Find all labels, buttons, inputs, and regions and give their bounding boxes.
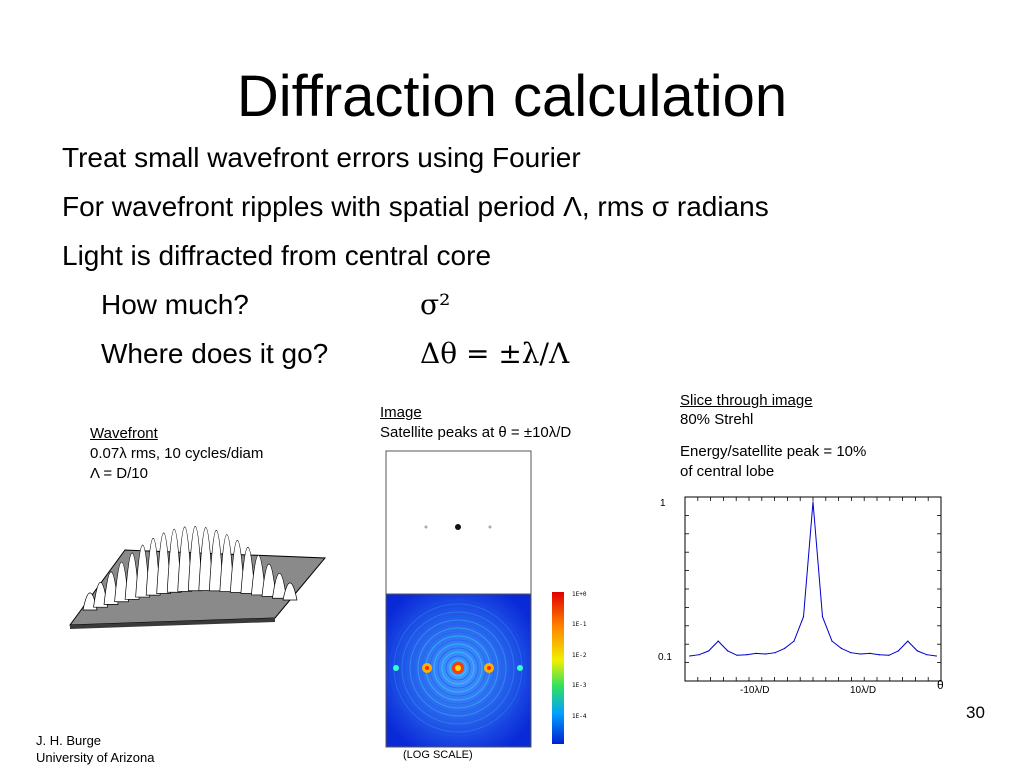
colorbar-tick: 1E-3 [572, 682, 587, 689]
slice-data-point [736, 654, 738, 656]
slice-data-point [850, 652, 852, 654]
slice-data-point [840, 647, 842, 649]
slice-chart: 1 0.1 -10λ/D 10λ/D θ [658, 496, 944, 696]
slice-data-point [698, 654, 700, 656]
colorbar-tick: 1E-1 [572, 621, 587, 628]
image-heading: Image [380, 404, 422, 421]
slice-data-point [746, 654, 748, 656]
slice-data-point [926, 654, 928, 656]
slice-data-point [935, 655, 937, 657]
slice-heading: Slice through image [680, 392, 813, 409]
slice-data-point [812, 501, 814, 503]
slice-strehl: 80% Strehl [680, 411, 754, 428]
diffraction-ring [417, 627, 499, 709]
slice-data-point [717, 640, 719, 642]
slice-data-point [708, 650, 710, 652]
diffraction-ring [409, 619, 507, 717]
diffraction-ring [433, 643, 483, 693]
slice-energy: Energy/satellite peak = 10% [680, 443, 867, 460]
diffraction-ring [441, 651, 475, 685]
footer-affiliation: University of Arizona [36, 750, 155, 765]
colorbar-tick: 1E+0 [572, 591, 587, 598]
subbullet-how-much: How much? [101, 289, 249, 320]
bullet-3: Light is diffracted from central core [62, 240, 492, 271]
log-scale-note: (LOG SCALE) [403, 749, 473, 761]
slice-data-point [765, 653, 767, 655]
footer-author: J. H. Burge [36, 733, 102, 748]
y-tick-label-top: 1 [660, 498, 666, 509]
slice-data-point [897, 650, 899, 652]
diffraction-ring [445, 655, 471, 681]
slice-data-point [869, 652, 871, 654]
slice-data-point [859, 653, 861, 655]
wavefront-ripple [103, 571, 119, 605]
satellite-peak-left [424, 525, 428, 529]
page-number: 30 [966, 703, 985, 722]
slide-title: Diffraction calculation [236, 64, 788, 129]
slice-data-point [907, 640, 909, 642]
slice-data-point [888, 654, 890, 656]
slice-data-point [802, 616, 805, 618]
subbullet-how-much-value: σ² [420, 288, 451, 321]
x-tick-label-right: 10λ/D [850, 685, 876, 696]
wavefront-rms: 0.07λ rms, 10 cycles/diam [90, 445, 264, 462]
colorbar-tick: 1E-2 [572, 652, 587, 659]
wavefront-ripple [282, 582, 298, 601]
plot-frame [684, 496, 942, 682]
wavefront-surface-plot [68, 525, 327, 629]
slice-data-point [784, 647, 786, 649]
colorbar-tick: 1E-4 [572, 713, 587, 720]
wavefront-ripple [93, 582, 108, 608]
psf-image: 1E+0 1E-1 1E-2 1E-3 1E-4 [385, 450, 587, 748]
footer: J. H. Burge University of Arizona [36, 732, 155, 766]
diffraction-ring [437, 647, 479, 689]
bullet-2: For wavefront ripples with spatial perio… [62, 191, 769, 222]
subbullet-where-value: Δθ = ±λ/Λ [420, 337, 570, 370]
bullet-1: Treat small wavefront errors using Fouri… [62, 142, 581, 173]
x-tick-label-left: -10λ/D [740, 685, 769, 696]
diffraction-ring [401, 611, 515, 725]
slice-data-point [878, 654, 880, 656]
slice-data-point [774, 652, 776, 654]
diffraction-ring [413, 623, 503, 713]
diffraction-ring [449, 659, 467, 677]
slice-data-point [793, 640, 795, 642]
slice-data-point [689, 655, 691, 657]
x-axis-label: θ [937, 678, 944, 692]
slice-data-point [916, 650, 918, 652]
slice-data-point [755, 652, 757, 654]
wavefront-ripples [82, 525, 298, 611]
colorbar [552, 592, 564, 744]
diffraction-ring [405, 615, 511, 721]
slice-data-point [727, 650, 729, 652]
image-satellite-note: Satellite peaks at θ = ±10λ/D [380, 424, 572, 441]
y-tick-label-bottom: 0.1 [658, 652, 672, 663]
subbullet-where: Where does it go? [101, 338, 329, 369]
slice-data-point [821, 616, 824, 618]
slice-energy-2: of central lobe [680, 463, 775, 480]
slice-data-point [831, 640, 833, 642]
wavefront-period: Λ = D/10 [90, 465, 148, 482]
central-peak [455, 524, 461, 530]
satellite-peak-right [488, 525, 492, 529]
wavefront-heading: Wavefront [90, 425, 158, 442]
psf-linear-panel [385, 450, 532, 595]
diffraction-ring [389, 599, 527, 737]
